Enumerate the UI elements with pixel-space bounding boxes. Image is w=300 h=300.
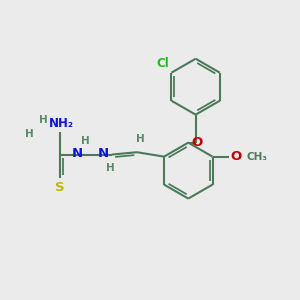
Text: N: N — [71, 147, 82, 160]
Text: H: H — [106, 164, 115, 173]
Text: N: N — [97, 147, 108, 160]
Text: S: S — [55, 181, 65, 194]
Text: O: O — [230, 150, 242, 163]
Text: O: O — [191, 136, 203, 149]
Text: H: H — [25, 129, 34, 139]
Text: H: H — [136, 134, 145, 144]
Text: H: H — [39, 115, 48, 125]
Text: Cl: Cl — [156, 57, 169, 70]
Text: H: H — [81, 136, 90, 146]
Text: CH₃: CH₃ — [247, 152, 268, 162]
Text: NH₂: NH₂ — [49, 117, 74, 130]
